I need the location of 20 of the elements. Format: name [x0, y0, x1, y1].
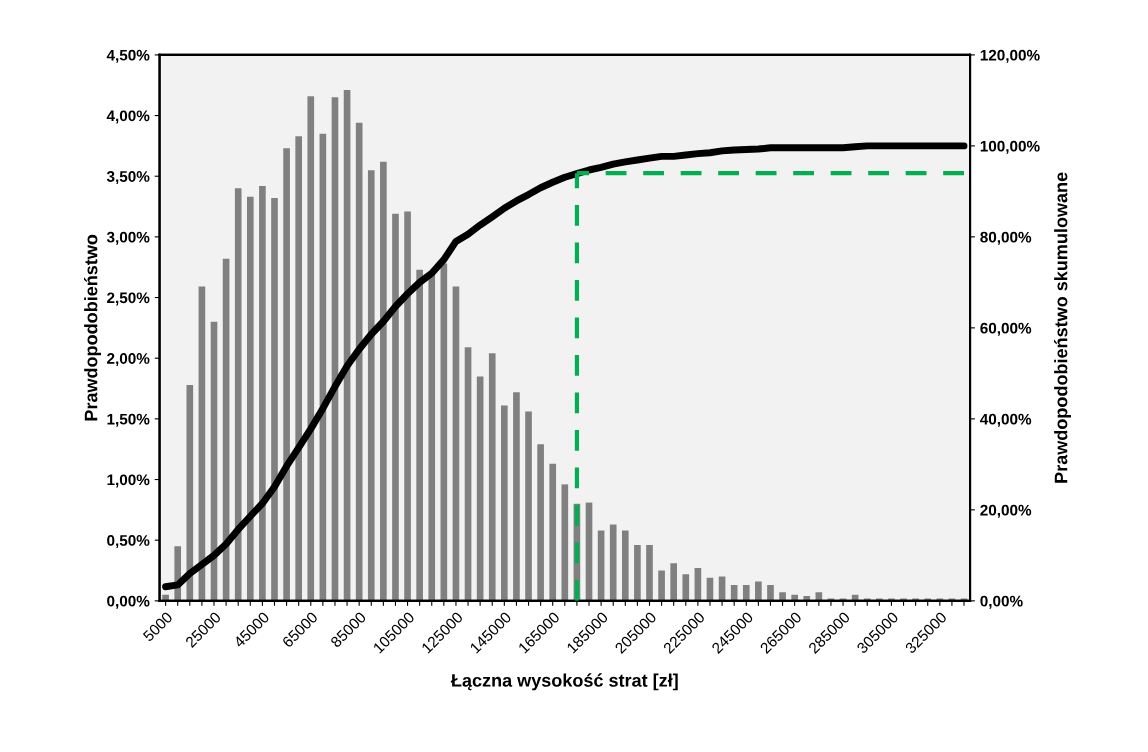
y-tick-label: 4,00%: [106, 110, 150, 124]
y2-tick-label: 0,00%: [980, 595, 1023, 609]
y-tick-label: 1,00%: [107, 474, 150, 488]
y-tick-label: 2,50%: [107, 292, 150, 306]
y2-tick-label: 60,00%: [980, 322, 1032, 336]
y2-tick-label: 100,00%: [980, 140, 1040, 154]
y-tick-label: 0,00%: [107, 595, 150, 609]
y2-tick-label: 20,00%: [980, 504, 1032, 518]
y-tick-label: 0,50%: [107, 535, 150, 549]
y2-tick-label: 80,00%: [980, 231, 1032, 245]
y-tick-label: 3,00%: [106, 231, 150, 245]
y2-tick-label: 40,00%: [980, 413, 1032, 427]
x-axis-title: Łączna wysokość strat [zł]: [450, 673, 678, 691]
y-tick-label: 4,50%: [106, 49, 150, 63]
y-tick-label: 2,00%: [107, 353, 150, 367]
y2-tick-label: 120,00%: [980, 49, 1040, 63]
y-tick-label: 3,50%: [106, 171, 150, 185]
y2-axis-title: Prawdopodobieństwo skumulowane: [1053, 172, 1071, 483]
y-axis-title: Prawdopodobieństwo: [83, 234, 101, 421]
y-tick-label: 1,50%: [107, 413, 150, 427]
